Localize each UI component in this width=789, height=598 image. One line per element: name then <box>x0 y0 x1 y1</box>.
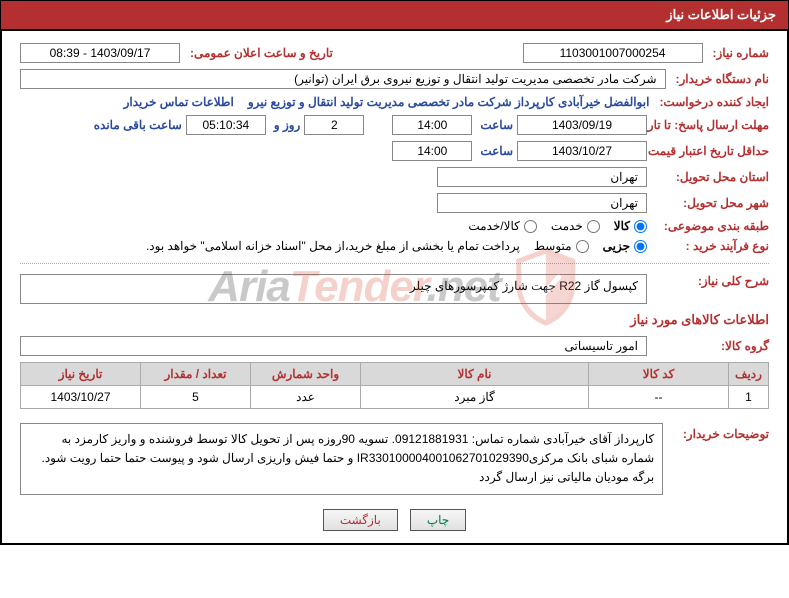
province-label: استان محل تحویل: <box>657 170 769 184</box>
need-no-label: شماره نیاز: <box>713 46 769 60</box>
goods-group-value: امور تاسیساتی <box>20 336 647 356</box>
time-label-2: ساعت <box>480 144 513 158</box>
th-4: تعداد / مقدار <box>141 363 251 386</box>
radio-medium-label: متوسط <box>534 239 572 253</box>
announce-label: تاریخ و ساعت اعلان عمومی: <box>190 46 333 60</box>
process-radio-group: جزیی متوسط <box>534 239 647 253</box>
radio-goods-input[interactable] <box>634 220 647 233</box>
th-1: کد کالا <box>589 363 729 386</box>
reply-deadline-date: 1403/09/19 <box>517 115 647 135</box>
city-label: شهر محل تحویل: <box>657 196 769 210</box>
time-label-1: ساعت <box>480 118 513 132</box>
td-0-1: -- <box>589 386 729 409</box>
row-process: نوع فرآیند خرید : جزیی متوسط پرداخت تمام… <box>20 239 769 253</box>
radio-service[interactable]: خدمت <box>551 219 600 233</box>
row-buyer-org: نام دستگاه خریدار: شرکت مادر تخصصی مدیری… <box>20 69 769 89</box>
radio-goods-service-label: کالا/خدمت <box>468 219 519 233</box>
table-row: 1 -- گاز مبرد عدد 5 1403/10/27 <box>21 386 769 409</box>
announce-value: 1403/09/17 - 08:39 <box>20 43 180 63</box>
td-0-0: 1 <box>729 386 769 409</box>
requester-value: ابوالفضل خیرآبادی کارپرداز شرکت مادر تخص… <box>248 95 650 109</box>
price-validity-date: 1403/10/27 <box>517 141 647 161</box>
need-no-value: 1103001007000254 <box>523 43 703 63</box>
price-validity-time: 14:00 <box>392 141 472 161</box>
row-need-no: شماره نیاز: 1103001007000254 تاریخ و ساع… <box>20 43 769 63</box>
remaining-time: 05:10:34 <box>186 115 266 135</box>
row-overall: شرح کلی نیاز: کپسول گاز R22 جهت شارژ کمپ… <box>20 274 769 304</box>
row-reply-deadline: مهلت ارسال پاسخ: تا تاریخ: 1403/09/19 سا… <box>20 115 769 135</box>
row-price-validity: حداقل تاریخ اعتبار قیمت: تا تاریخ: 1403/… <box>20 141 769 161</box>
radio-service-input[interactable] <box>587 220 600 233</box>
td-0-3: عدد <box>251 386 361 409</box>
overall-label: شرح کلی نیاز: <box>657 274 769 288</box>
row-category: طبقه بندی موضوعی: کالا خدمت کالا/خدمت <box>20 219 769 233</box>
row-goods-group: گروه کالا: امور تاسیساتی <box>20 336 769 356</box>
print-button[interactable]: چاپ <box>410 509 466 531</box>
buyer-org-value: شرکت مادر تخصصی مدیریت تولید انتقال و تو… <box>20 69 666 89</box>
radio-goods-service-input[interactable] <box>524 220 537 233</box>
requester-label: ایجاد کننده درخواست: <box>659 95 769 109</box>
td-0-5: 1403/10/27 <box>21 386 141 409</box>
panel-title: جزئیات اطلاعات نیاز <box>0 0 789 29</box>
back-button[interactable]: بازگشت <box>323 509 398 531</box>
process-note: پرداخت تمام یا بخشی از مبلغ خرید،از محل … <box>146 239 520 253</box>
buyer-org-label: نام دستگاه خریدار: <box>676 72 770 86</box>
reply-deadline-label: مهلت ارسال پاسخ: تا تاریخ: <box>657 118 769 132</box>
th-3: واحد شمارش <box>251 363 361 386</box>
row-requester: ایجاد کننده درخواست: ابوالفضل خیرآبادی ک… <box>20 95 769 109</box>
radio-service-label: خدمت <box>551 219 583 233</box>
overall-text: کپسول گاز R22 جهت شارژ کمپرسورهای چیلر <box>20 274 647 304</box>
remaining-days: 2 <box>304 115 364 135</box>
category-label: طبقه بندی موضوعی: <box>657 219 769 233</box>
radio-goods-label: کالا <box>614 219 630 233</box>
row-city: شهر محل تحویل: تهران <box>20 193 769 213</box>
table-header-row: ردیف کد کالا نام کالا واحد شمارش تعداد /… <box>21 363 769 386</box>
radio-goods-service[interactable]: کالا/خدمت <box>468 219 536 233</box>
divider-1 <box>20 263 769 264</box>
row-buyer-notes: توضیحات خریدار: کارپرداز آقای خیرآبادی ش… <box>20 417 769 495</box>
goods-table: ردیف کد کالا نام کالا واحد شمارش تعداد /… <box>20 362 769 409</box>
radio-partial[interactable]: جزیی <box>603 239 647 253</box>
td-0-2: گاز مبرد <box>361 386 589 409</box>
button-row: چاپ بازگشت <box>20 509 769 531</box>
radio-partial-input[interactable] <box>634 240 647 253</box>
remaining-suffix: ساعت باقی مانده <box>94 118 182 132</box>
province-value: تهران <box>437 167 647 187</box>
goods-group-label: گروه کالا: <box>657 339 769 353</box>
page: جزئیات اطلاعات نیاز شماره نیاز: 11030010… <box>0 0 789 598</box>
row-province: استان محل تحویل: تهران <box>20 167 769 187</box>
goods-section-title: اطلاعات کالاهای مورد نیاز <box>20 312 769 328</box>
buyer-notes-text: کارپرداز آقای خیرآبادی شماره تماس: 09121… <box>20 423 663 495</box>
process-label: نوع فرآیند خرید : <box>657 239 769 253</box>
buyer-notes-label: توضیحات خریدار: <box>673 417 769 441</box>
reply-deadline-time: 14:00 <box>392 115 472 135</box>
radio-partial-label: جزیی <box>603 239 630 253</box>
panel-body: شماره نیاز: 1103001007000254 تاریخ و ساع… <box>0 29 789 545</box>
radio-goods[interactable]: کالا <box>614 219 647 233</box>
th-0: ردیف <box>729 363 769 386</box>
contact-buyer-link[interactable]: اطلاعات تماس خریدار <box>124 95 234 109</box>
price-validity-label: حداقل تاریخ اعتبار قیمت: تا تاریخ: <box>657 144 769 158</box>
radio-medium[interactable]: متوسط <box>534 239 589 253</box>
category-radio-group: کالا خدمت کالا/خدمت <box>468 219 647 233</box>
th-5: تاریخ نیاز <box>21 363 141 386</box>
city-value: تهران <box>437 193 647 213</box>
radio-medium-input[interactable] <box>576 240 589 253</box>
td-0-4: 5 <box>141 386 251 409</box>
th-2: نام کالا <box>361 363 589 386</box>
days-and-label: روز و <box>274 118 301 132</box>
